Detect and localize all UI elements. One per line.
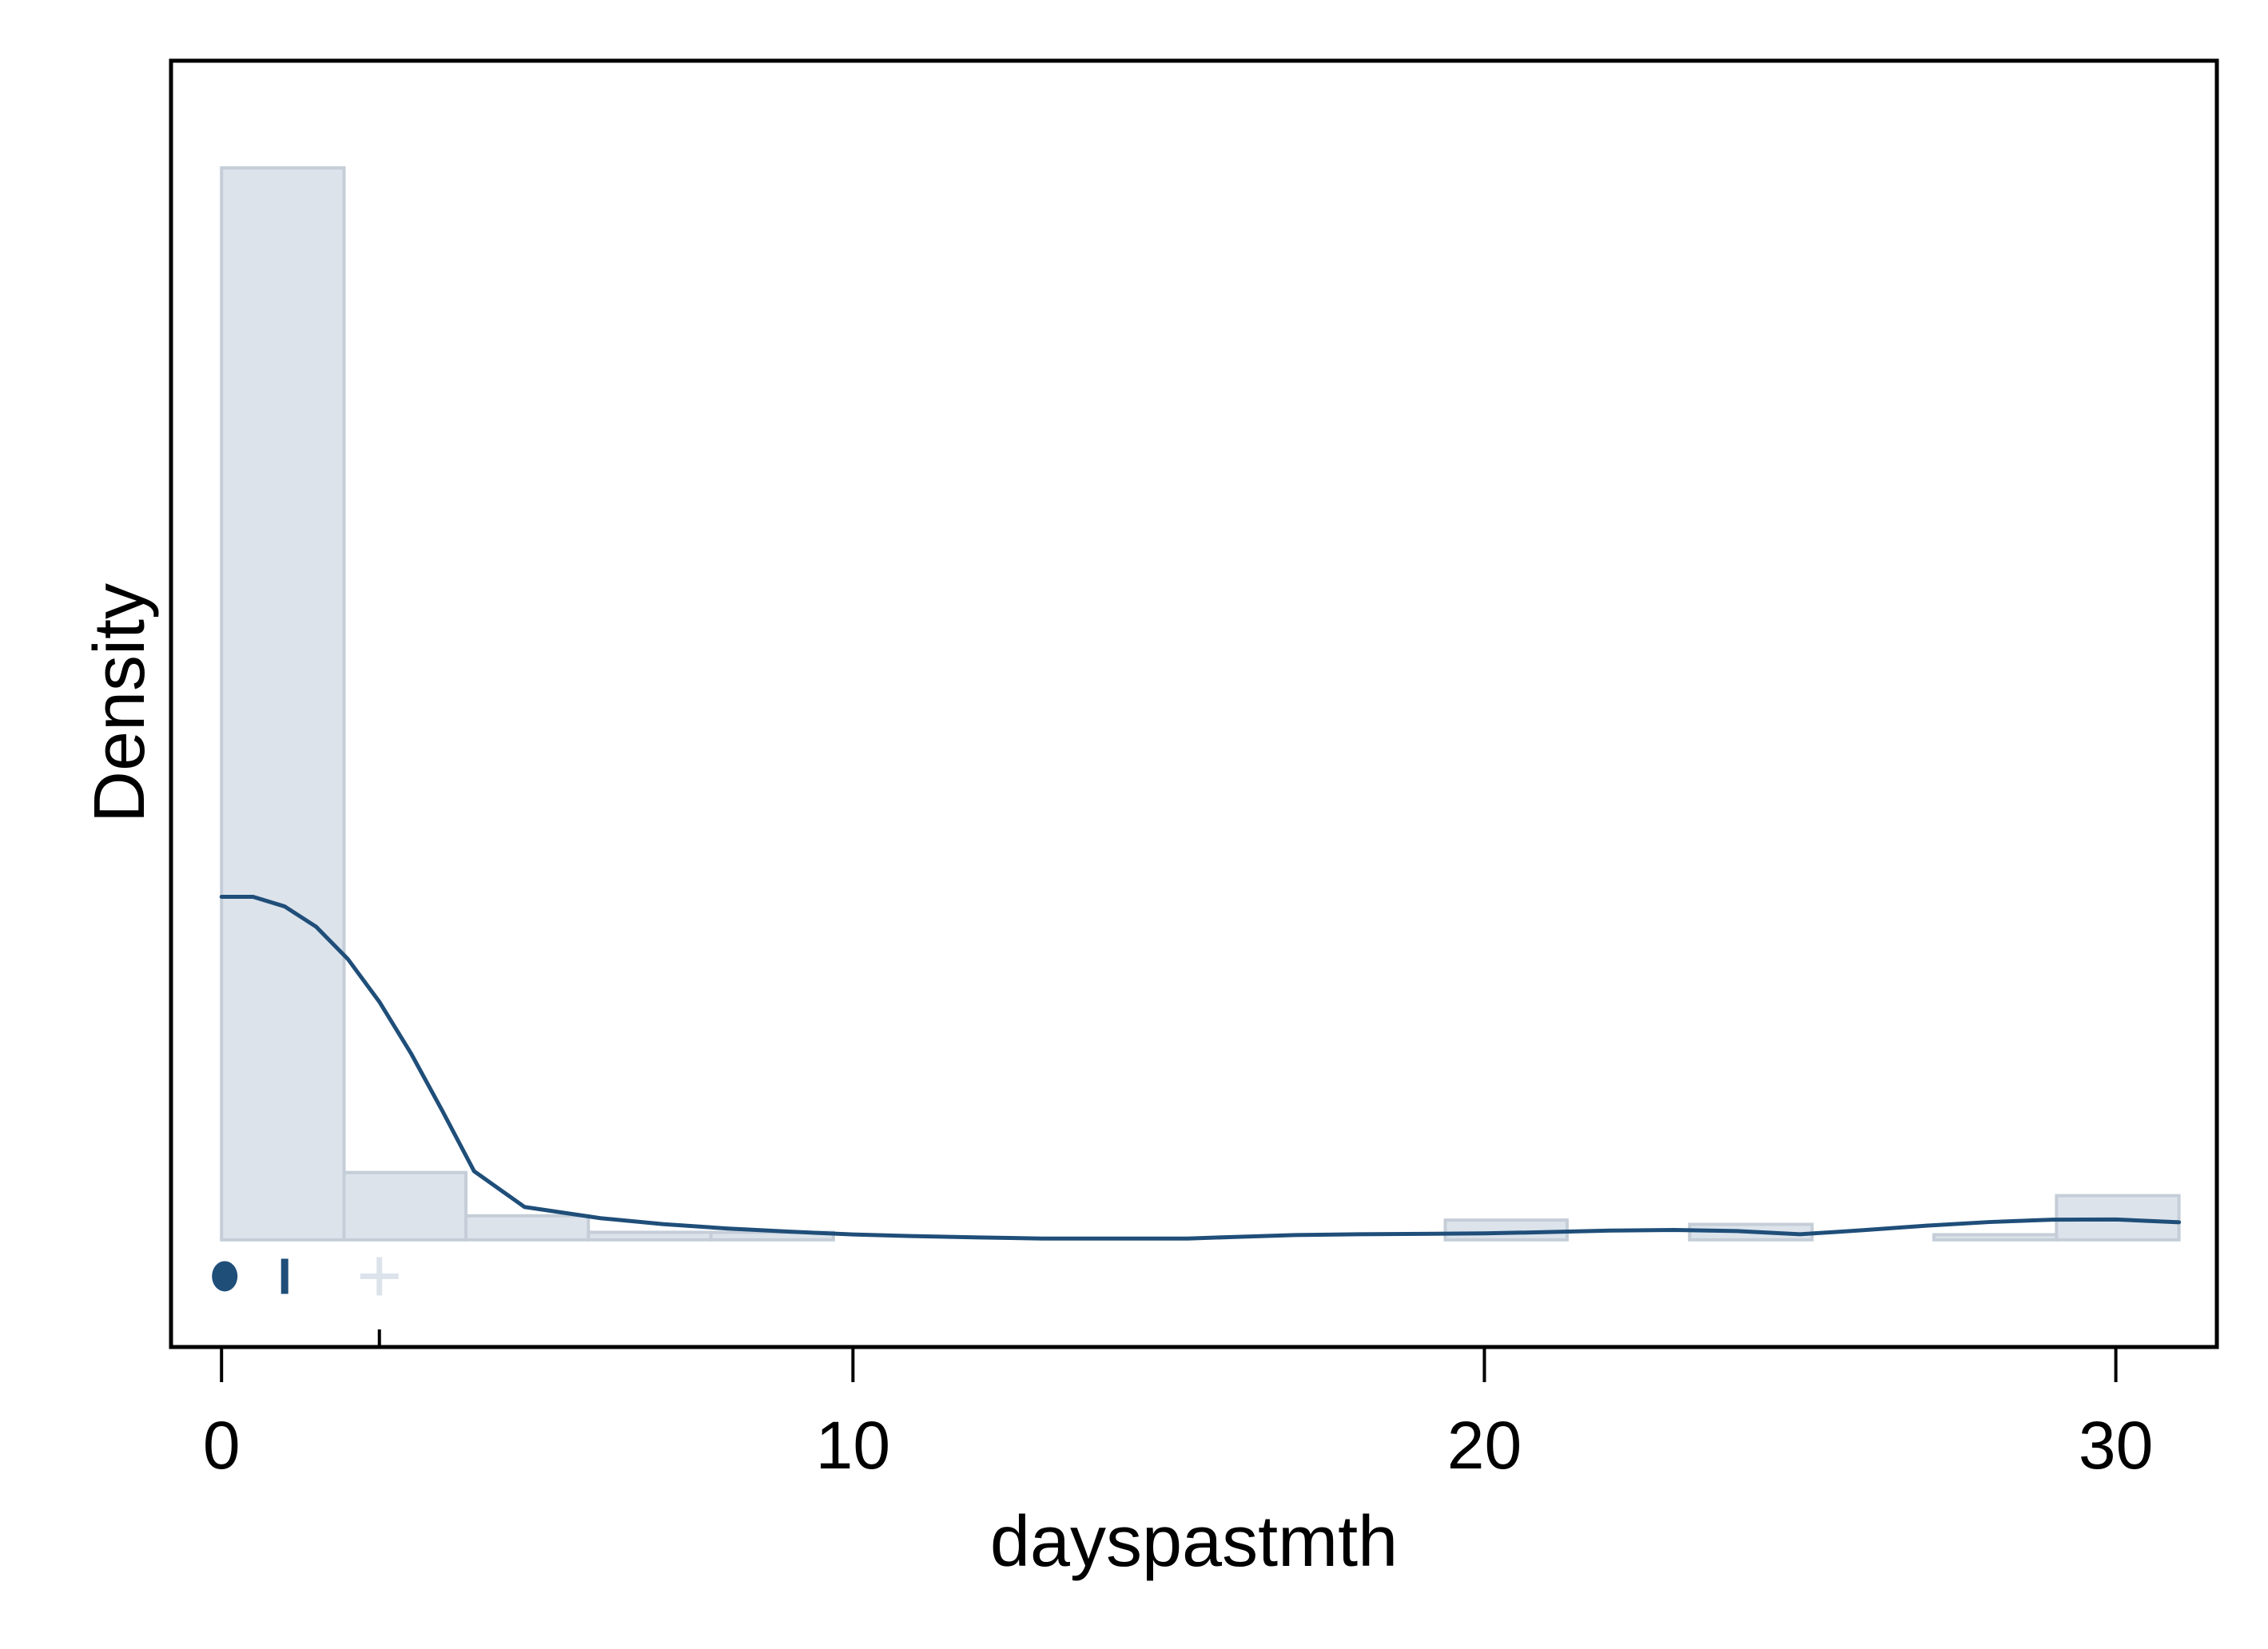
mean-marker [360, 1257, 399, 1296]
histogram-bar-14 [1932, 1233, 2059, 1242]
x-axis-title: dayspastmth [990, 1502, 1398, 1582]
x-tick-label-20: 20 [1447, 1408, 1522, 1483]
plot-frame [169, 58, 2219, 1349]
density-curve [219, 895, 2182, 1241]
median-marker [212, 1261, 238, 1292]
kde-line [219, 895, 2182, 1241]
y-axis-title: Density [80, 583, 160, 823]
summary-markers [212, 1257, 399, 1347]
histogram-bar-1 [342, 1170, 468, 1242]
histogram-bars [220, 166, 2181, 1242]
histogram-bar-0 [220, 166, 346, 1242]
histogram-bar-10 [1443, 1218, 1569, 1242]
x-axis: 0 10 20 30 [203, 1347, 2153, 1483]
histogram-bar-2 [464, 1214, 591, 1242]
x-tick-label-0: 0 [203, 1408, 241, 1483]
histogram-bar-3 [587, 1230, 713, 1242]
x-tick-label-30: 30 [2079, 1408, 2153, 1483]
x-tick-label-10: 10 [816, 1408, 890, 1483]
